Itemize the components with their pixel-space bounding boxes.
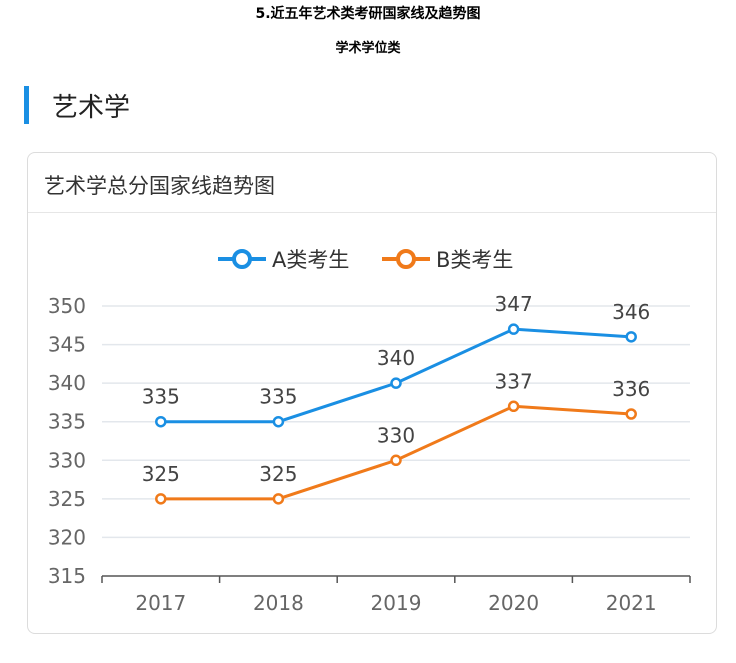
chart-card-header: 艺术学总分国家线趋势图 — [28, 153, 716, 213]
legend-swatch-series-a-icon — [218, 249, 266, 269]
y-tick-label: 320 — [48, 525, 86, 549]
data-point — [155, 415, 167, 428]
y-tick-label: 315 — [48, 564, 86, 588]
data-point — [507, 400, 520, 413]
section-accent-bar — [24, 86, 29, 124]
section-title: 艺术学 — [52, 93, 131, 123]
chart-card-title: 艺术学总分国家线趋势图 — [44, 174, 275, 198]
legend-item-series-b[interactable]: B类考生 — [382, 244, 513, 274]
data-point — [625, 408, 637, 420]
y-tick-label: 330 — [48, 448, 86, 472]
data-point — [390, 377, 402, 389]
document-title: 5.近五年艺术类考研国家线及趋势图 — [255, 6, 481, 22]
y-tick-label: 335 — [48, 410, 86, 434]
series-line-1 — [160, 404, 632, 501]
data-point — [390, 454, 402, 467]
data-point — [272, 493, 285, 505]
data-label: 335 — [142, 385, 180, 409]
data-label: 340 — [377, 346, 415, 370]
data-point — [507, 323, 520, 335]
x-tick-label: 2020 — [488, 591, 539, 615]
legend-label-series-b: B类考生 — [436, 248, 514, 272]
y-tick-label: 350 — [48, 294, 86, 318]
x-tick-label: 2021 — [606, 591, 657, 615]
document-subtitle: 学术学位类 — [335, 41, 401, 56]
data-point — [272, 415, 285, 428]
y-tick-label: 325 — [48, 487, 86, 511]
data-label: 346 — [612, 300, 650, 324]
data-label: 335 — [259, 385, 297, 409]
legend-label-series-a: A类考生 — [272, 248, 350, 272]
x-tick-label: 2017 — [135, 591, 186, 615]
legend-swatch-series-b-icon — [382, 249, 430, 269]
legend-item-series-a[interactable]: A类考生 — [218, 244, 349, 274]
y-tick-label: 340 — [48, 371, 86, 395]
x-tick-label: 2018 — [253, 591, 304, 615]
data-label: 347 — [495, 292, 533, 316]
data-point — [625, 331, 637, 343]
data-point — [155, 493, 167, 505]
data-label: 325 — [142, 462, 180, 486]
data-label: 330 — [377, 423, 415, 447]
data-label: 337 — [495, 369, 533, 393]
x-tick-label: 2019 — [371, 591, 422, 615]
y-tick-label: 345 — [48, 333, 86, 357]
series-line-0 — [160, 327, 632, 424]
data-label: 325 — [259, 462, 297, 486]
chart-card: 艺术学总分国家线趋势图 — [27, 152, 717, 634]
data-label: 336 — [612, 377, 650, 401]
